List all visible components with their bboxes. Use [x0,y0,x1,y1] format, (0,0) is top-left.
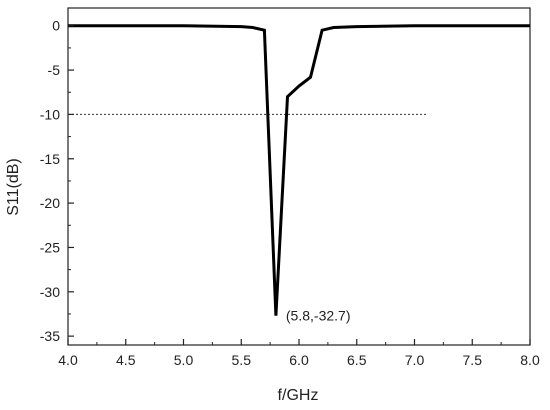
s11-series-line [68,24,530,316]
minimum-point-annotation: (5.8,-32.7) [286,308,351,324]
x-tick-label: 4.5 [116,352,136,368]
y-tick-label: -5 [48,62,61,78]
x-tick-label: 6.0 [289,352,309,368]
x-tick-label: 5.0 [174,352,194,368]
y-tick-label: -35 [40,328,60,344]
y-tick-label: -30 [40,284,60,300]
series-group [68,24,530,316]
x-tick-label: 7.5 [463,352,483,368]
plot-border [67,7,531,346]
y-tick-label: -15 [40,151,60,167]
plot-frame [67,7,531,346]
y-tick-label: -20 [40,195,60,211]
y-axis-label: S11(dB) [5,158,22,216]
x-tick-label: 4.0 [58,352,78,368]
x-tick-label: 6.5 [347,352,367,368]
y-tick-label: -25 [40,239,60,255]
y-tick-label: -10 [40,106,60,122]
x-tick-label: 8.0 [520,352,540,368]
x-axis-label: f/GHz [278,387,319,404]
x-tick-label: 7.0 [405,352,425,368]
y-tick-label: 0 [52,18,60,34]
x-axis-ticks: 4.0 4.5 5.0 5.5 6.0 6.5 7.0 7.5 8.0 [58,339,540,368]
x-tick-label: 5.5 [232,352,252,368]
y-axis-ticks: 0 -5 -10 -15 -20 -25 -30 -35 [40,18,74,344]
